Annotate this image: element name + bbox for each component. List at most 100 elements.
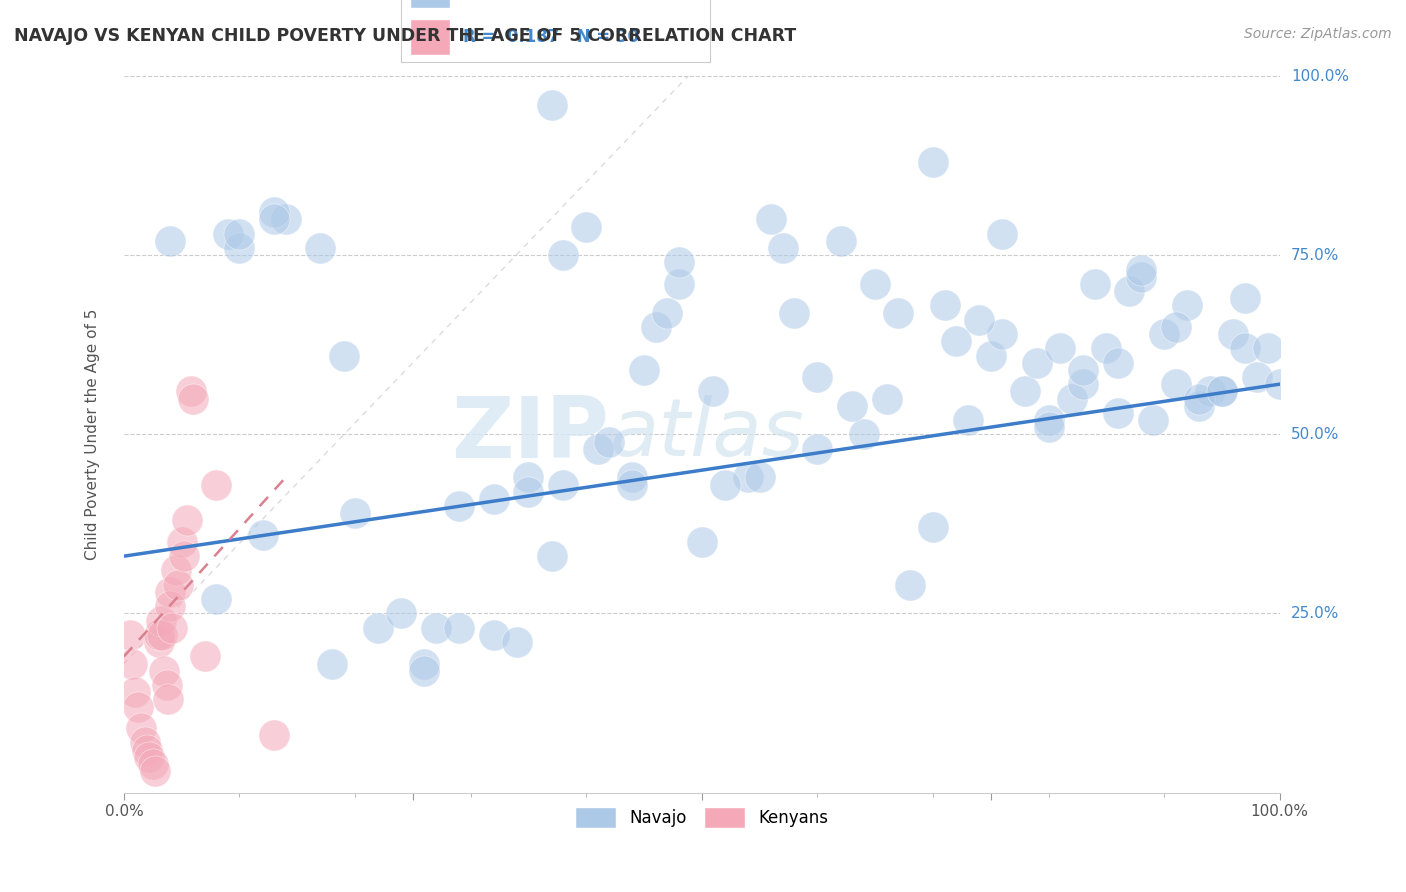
- Point: [540, 549, 562, 564]
- Point: [553, 477, 575, 491]
- Point: [252, 527, 274, 541]
- Point: [517, 484, 540, 499]
- Point: [150, 628, 173, 642]
- Point: [1257, 342, 1279, 356]
- Point: [540, 97, 562, 112]
- Point: [263, 212, 285, 227]
- Point: [1164, 377, 1187, 392]
- Point: [482, 491, 505, 506]
- Y-axis label: Child Poverty Under the Age of 5: Child Poverty Under the Age of 5: [86, 309, 100, 560]
- Point: [1246, 370, 1268, 384]
- Point: [876, 392, 898, 406]
- Text: 25.0%: 25.0%: [1291, 606, 1339, 621]
- Point: [124, 685, 146, 699]
- Point: [173, 549, 195, 564]
- Point: [142, 756, 165, 771]
- Point: [482, 628, 505, 642]
- Point: [138, 749, 160, 764]
- Point: [690, 534, 713, 549]
- Point: [967, 312, 990, 326]
- Point: [148, 628, 170, 642]
- Point: [332, 349, 354, 363]
- Point: [194, 649, 217, 664]
- Point: [922, 520, 945, 534]
- Point: [783, 305, 806, 319]
- Point: [1084, 277, 1107, 291]
- Point: [149, 614, 172, 628]
- Point: [1188, 399, 1211, 413]
- Point: [121, 657, 143, 671]
- Point: [956, 413, 979, 427]
- Point: [118, 628, 141, 642]
- Point: [389, 607, 412, 621]
- Point: [170, 534, 193, 549]
- Point: [181, 392, 204, 406]
- Point: [1222, 326, 1244, 341]
- Point: [655, 305, 678, 319]
- Point: [159, 585, 181, 599]
- Point: [934, 298, 956, 312]
- Point: [321, 657, 343, 671]
- Point: [991, 326, 1014, 341]
- Point: [863, 277, 886, 291]
- Point: [167, 578, 190, 592]
- Point: [759, 212, 782, 227]
- Point: [1199, 384, 1222, 399]
- Point: [1071, 363, 1094, 377]
- Point: [344, 506, 367, 520]
- Point: [156, 678, 179, 692]
- Point: [1014, 384, 1036, 399]
- Point: [1095, 342, 1118, 356]
- Point: [945, 334, 967, 348]
- Point: [553, 248, 575, 262]
- Point: [702, 384, 724, 399]
- Point: [1038, 420, 1060, 434]
- Text: ZIP: ZIP: [451, 392, 609, 475]
- Bar: [411, 20, 450, 54]
- Point: [991, 227, 1014, 241]
- Point: [159, 234, 181, 248]
- Legend: Navajo, Kenyans: Navajo, Kenyans: [568, 801, 835, 835]
- Point: [156, 692, 179, 706]
- Point: [143, 764, 166, 779]
- Text: NAVAJO VS KENYAN CHILD POVERTY UNDER THE AGE OF 5 CORRELATION CHART: NAVAJO VS KENYAN CHILD POVERTY UNDER THE…: [14, 27, 796, 45]
- Point: [1211, 384, 1233, 399]
- Point: [668, 255, 690, 269]
- Point: [598, 434, 620, 449]
- Point: [737, 470, 759, 484]
- Point: [129, 721, 152, 735]
- Text: R =  0.187   N = 30: R = 0.187 N = 30: [463, 28, 638, 45]
- Text: 75.0%: 75.0%: [1291, 248, 1339, 262]
- Point: [425, 621, 447, 635]
- Point: [205, 477, 228, 491]
- Point: [1188, 392, 1211, 406]
- Point: [148, 635, 170, 649]
- Point: [1118, 284, 1140, 298]
- Point: [449, 621, 471, 635]
- Point: [1175, 298, 1198, 312]
- Point: [134, 735, 156, 749]
- Point: [205, 592, 228, 607]
- Point: [228, 241, 250, 255]
- Point: [1107, 406, 1129, 420]
- Point: [980, 349, 1002, 363]
- Bar: [411, 0, 450, 8]
- Point: [1153, 326, 1175, 341]
- Point: [274, 212, 297, 227]
- Point: [180, 384, 202, 399]
- Point: [228, 227, 250, 241]
- Point: [153, 664, 176, 678]
- Point: [413, 664, 436, 678]
- Point: [806, 370, 828, 384]
- Point: [1211, 384, 1233, 399]
- Point: [1142, 413, 1164, 427]
- Point: [162, 621, 184, 635]
- Point: [506, 635, 529, 649]
- Point: [217, 227, 239, 241]
- Point: [1130, 269, 1153, 284]
- Point: [714, 477, 737, 491]
- Point: [852, 427, 875, 442]
- Point: [1026, 356, 1049, 370]
- Text: 100.0%: 100.0%: [1291, 69, 1348, 84]
- Point: [165, 564, 187, 578]
